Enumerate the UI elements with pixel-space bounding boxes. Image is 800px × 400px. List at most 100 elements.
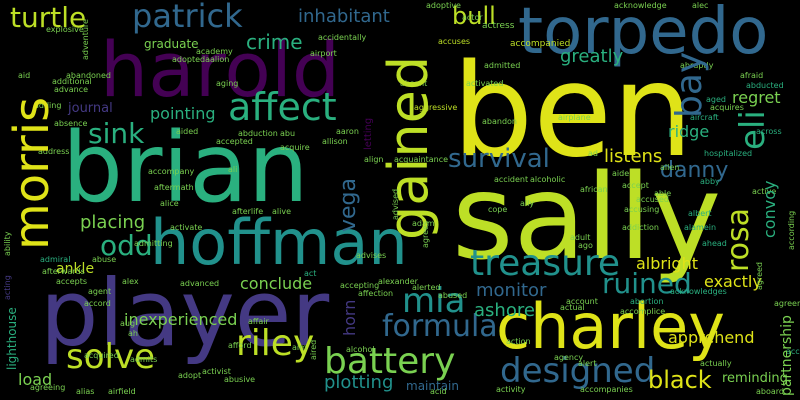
word-agreement: agreement (774, 299, 800, 308)
word-abduction: abduction (238, 129, 278, 138)
word-regret: regret (732, 88, 781, 107)
word-load: load (18, 370, 53, 389)
word-abu: abu (280, 129, 296, 138)
word-aftermath: aftermath (154, 183, 194, 192)
word-airplane: airplane (558, 113, 591, 122)
word-activate: activate (170, 223, 203, 232)
word-advises: advises (356, 251, 387, 260)
word-abandon: abandon (482, 117, 517, 126)
word-according: according (787, 210, 796, 250)
word-ankle: ankle (56, 261, 95, 277)
word-alcohol: alcohol (346, 345, 375, 354)
word-aim: aim (292, 343, 307, 352)
word-ally: ally (520, 199, 535, 208)
word-accept: accept (622, 181, 649, 190)
word-aggressive: aggressive (414, 103, 458, 112)
word-battery: battery (324, 341, 456, 382)
word-morris: morris (4, 96, 60, 250)
word-acid: acid (430, 387, 447, 396)
word-alamein: alamein (684, 223, 717, 232)
word-aging: aging (216, 79, 239, 88)
word-affection: affection (358, 289, 394, 298)
word-accepts: accepts (56, 277, 88, 286)
word-adam: adam (412, 219, 435, 228)
word-absence: absence (54, 119, 88, 128)
word-ashore: ashore (474, 300, 535, 321)
word-acquires: acquires (710, 103, 744, 112)
word-aid: aid (18, 71, 31, 80)
word-alert: alert (578, 359, 597, 368)
word-abused: abused (438, 291, 468, 300)
word-rosa: rosa (721, 207, 756, 272)
word-inhabitant: inhabitant (298, 6, 390, 27)
word-albert: albert (688, 209, 712, 218)
word-accuses: accuses (438, 37, 471, 46)
word-abandoned: abandoned (66, 71, 111, 80)
word-agreed: agreed (755, 261, 764, 290)
word-plotting: plotting (324, 372, 394, 393)
word-torpedo: torpedo (518, 0, 769, 69)
word-alex: alex (122, 277, 139, 286)
word-maintain: maintain (406, 379, 459, 393)
word-airport: airport (310, 49, 337, 58)
word-admitted: admitted (484, 61, 521, 70)
word-crime: crime (246, 30, 303, 54)
word-activated: activated (466, 79, 504, 88)
word-acting: acting (3, 275, 12, 300)
word-survival: survival (448, 144, 550, 174)
word-placing: placing (80, 212, 146, 233)
word-eli: eli (733, 110, 773, 150)
word-letting: letting (363, 117, 374, 150)
word-admits: admits (130, 355, 158, 364)
word-turtle: turtle (10, 1, 87, 34)
word-aug: aug (120, 319, 136, 328)
word-activity: activity (496, 385, 526, 394)
word-afford: afford (228, 341, 252, 350)
word-adventure: adventure (81, 19, 90, 60)
word-african: african (580, 185, 608, 194)
word-accusing: accusing (624, 205, 660, 214)
word-ali: ali (228, 165, 238, 174)
word-acknowledge: acknowledge (614, 1, 667, 10)
word-charley: charley (496, 290, 725, 363)
word-adding: adding (34, 101, 62, 110)
word-albright: albright (636, 254, 698, 273)
word-addiction: addiction (622, 223, 660, 232)
word-abortion: abortion (630, 297, 664, 306)
word-lighthouse: lighthouse (5, 307, 19, 370)
word-accepting: accepting (340, 281, 380, 290)
word-allison: allison (322, 137, 348, 146)
word-convoy: convoy (760, 180, 779, 238)
word-harold: harold (100, 25, 341, 114)
word-afraid: afraid (740, 71, 764, 80)
word-alias: alias (76, 387, 95, 396)
word-abruptly: abruptly (680, 61, 714, 70)
word-bull: bull (452, 2, 496, 30)
word-agrees: agrees (421, 220, 430, 248)
word-danny: danny (660, 158, 729, 183)
word-hospitalized: hospitalized (704, 149, 753, 158)
word-mia: mia (402, 281, 466, 321)
word-hoffman: hoffman (150, 206, 408, 279)
word-greatly: greatly (560, 46, 624, 67)
word-ben: ben (452, 37, 694, 186)
word-ad: ad (588, 149, 598, 158)
word-account: account (566, 297, 598, 306)
word-reminding: reminding (722, 371, 788, 386)
word-afterlife: afterlife (232, 207, 264, 216)
word-ago: ago (578, 241, 593, 250)
word-accompany: accompany (148, 167, 195, 176)
word-actually: actually (700, 359, 732, 368)
word-alerted: alerted (412, 283, 441, 292)
word-align: align (364, 155, 384, 164)
word-listens: listens (604, 146, 663, 167)
word-ability: ability (3, 231, 12, 256)
word-designed: designed (500, 351, 656, 391)
word-act: act (304, 269, 317, 278)
word-odd: odd (100, 229, 153, 262)
word-acquaintance: acquaintance (394, 155, 449, 164)
word-abby: abby (700, 177, 720, 186)
word-adoptive: adoptive (426, 1, 461, 10)
word-acquire: acquire (280, 143, 310, 152)
word-able: able (654, 189, 672, 198)
